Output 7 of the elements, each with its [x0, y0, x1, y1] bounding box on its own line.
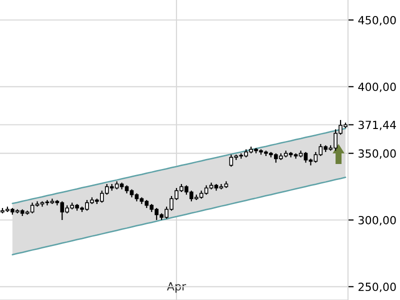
y-tick-label: 371,44: [358, 120, 396, 130]
y-tick-label: 250,00: [358, 282, 396, 292]
y-tick-label: 400,00: [358, 82, 396, 92]
line-series: [12, 176, 346, 256]
y-tick-label: 350,00: [358, 149, 396, 159]
y-tick-label: 300,00: [358, 216, 396, 226]
y-tick-label: 450,00: [358, 16, 396, 26]
